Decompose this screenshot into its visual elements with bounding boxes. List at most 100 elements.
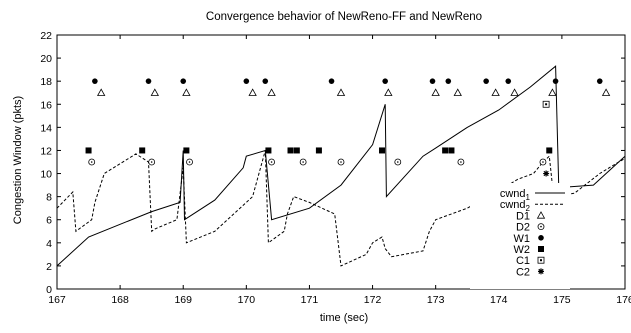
legend-label-cwnd2: cwnd2 xyxy=(500,199,531,213)
star-shape xyxy=(543,170,550,177)
x-tick-label: 171 xyxy=(301,294,319,306)
filled-circle-shape xyxy=(538,235,544,241)
x-tick-label: 168 xyxy=(111,294,129,306)
legend-label-cwnd1: cwnd1 xyxy=(500,188,531,202)
y-tick-label: 16 xyxy=(40,99,52,111)
chart-title: Convergence behavior of NewReno-FF and N… xyxy=(206,11,482,23)
event-marker-d2 xyxy=(394,158,402,166)
filled-square-shape xyxy=(379,147,386,154)
legend-label-w2: W2 xyxy=(514,244,531,256)
event-marker-c1 xyxy=(542,100,550,108)
filled-square-shape xyxy=(85,147,92,154)
filled-circle-shape xyxy=(145,78,152,84)
triangle-marker-shape xyxy=(182,88,191,96)
filled-circle-shape xyxy=(262,78,269,84)
triangle-marker-shape xyxy=(150,88,160,96)
event-marker-w2 xyxy=(139,147,146,154)
open-circle-dot xyxy=(90,161,93,163)
event-marker-d1 xyxy=(150,88,160,96)
filled-square-shape xyxy=(448,147,455,154)
event-marker-w1 xyxy=(328,78,335,84)
event-marker-w2 xyxy=(265,147,272,154)
filled-square-shape xyxy=(287,147,294,154)
filled-circle-shape xyxy=(429,78,436,84)
event-marker-w2 xyxy=(379,147,386,154)
filled-circle-shape xyxy=(328,78,335,84)
legend-label-d1: D1 xyxy=(516,210,530,222)
open-circle-dot xyxy=(340,161,342,163)
filled-square-shape xyxy=(546,147,553,154)
event-marker-w2 xyxy=(315,147,322,154)
y-tick-label: 14 xyxy=(40,122,52,134)
event-marker-d1 xyxy=(453,88,462,96)
triangle-marker-shape xyxy=(453,88,462,96)
filled-square-shape xyxy=(442,147,449,154)
event-marker-w2 xyxy=(183,147,190,154)
legend-marker-d1 xyxy=(536,211,546,219)
open-circle-dot xyxy=(270,161,273,163)
event-marker-w1 xyxy=(483,78,489,84)
filled-square-shape xyxy=(538,246,544,252)
x-tick-label: 174 xyxy=(490,294,508,306)
star-shape xyxy=(538,268,544,275)
triangle-marker-shape xyxy=(548,88,557,96)
event-marker-d2 xyxy=(88,158,96,166)
triangle-marker-shape xyxy=(491,88,500,96)
event-marker-w1 xyxy=(505,78,512,84)
triangle-marker-shape xyxy=(510,88,519,96)
event-marker-w1 xyxy=(243,78,250,84)
filled-circle-shape xyxy=(483,78,489,84)
y-tick-label: 10 xyxy=(40,169,52,181)
open-circle-dot xyxy=(540,225,542,228)
event-marker-w1 xyxy=(92,78,98,84)
triangle-marker-shape xyxy=(248,88,257,96)
open-circle-dot xyxy=(150,161,153,163)
y-axis-label: Congestion Window (pkts) xyxy=(12,96,24,224)
legend-marker-w2 xyxy=(538,246,544,252)
triangle-marker-shape xyxy=(536,211,546,219)
event-marker-w2 xyxy=(287,147,294,154)
series-line-cwnd1 xyxy=(56,65,626,267)
event-marker-w2 xyxy=(546,147,553,154)
filled-square-shape xyxy=(315,147,322,154)
legend-label-subscript: 2 xyxy=(526,204,531,213)
event-marker-w2 xyxy=(293,147,300,154)
legend-label-text: cwnd xyxy=(500,188,526,200)
triangle-marker-shape xyxy=(384,88,393,96)
event-marker-d1 xyxy=(248,88,257,96)
event-marker-w2 xyxy=(85,147,92,154)
event-marker-c2 xyxy=(543,170,550,177)
legend-label-text: cwnd xyxy=(500,199,526,211)
triangle-marker-shape xyxy=(601,88,611,96)
event-marker-d1 xyxy=(182,88,191,96)
event-marker-d2 xyxy=(186,158,193,166)
filled-circle-shape xyxy=(92,78,98,84)
filled-circle-shape xyxy=(596,78,603,84)
open-circle-dot xyxy=(397,161,399,163)
legend-background xyxy=(470,183,570,289)
event-marker-w2 xyxy=(448,147,455,154)
event-marker-d2 xyxy=(337,158,345,166)
y-tick-label: 20 xyxy=(40,53,52,65)
plot-frame xyxy=(56,34,626,290)
filled-circle-shape xyxy=(180,78,187,84)
event-marker-d2 xyxy=(299,158,307,166)
y-tick-label: 4 xyxy=(46,238,52,250)
filled-square-shape xyxy=(139,147,146,154)
event-marker-d1 xyxy=(601,88,611,96)
event-marker-w1 xyxy=(382,78,388,84)
open-circle-dot xyxy=(188,161,191,163)
event-marker-d2 xyxy=(457,158,465,166)
event-markers xyxy=(85,78,611,177)
legend-label-c1: C1 xyxy=(516,255,530,267)
open-circle-dot xyxy=(542,161,544,163)
triangle-marker-shape xyxy=(431,88,440,96)
event-marker-w1 xyxy=(180,78,187,84)
event-marker-w1 xyxy=(552,78,559,84)
x-tick-label: 175 xyxy=(553,294,571,306)
filled-square-shape xyxy=(293,147,300,154)
x-tick-label: 176 xyxy=(616,294,631,306)
